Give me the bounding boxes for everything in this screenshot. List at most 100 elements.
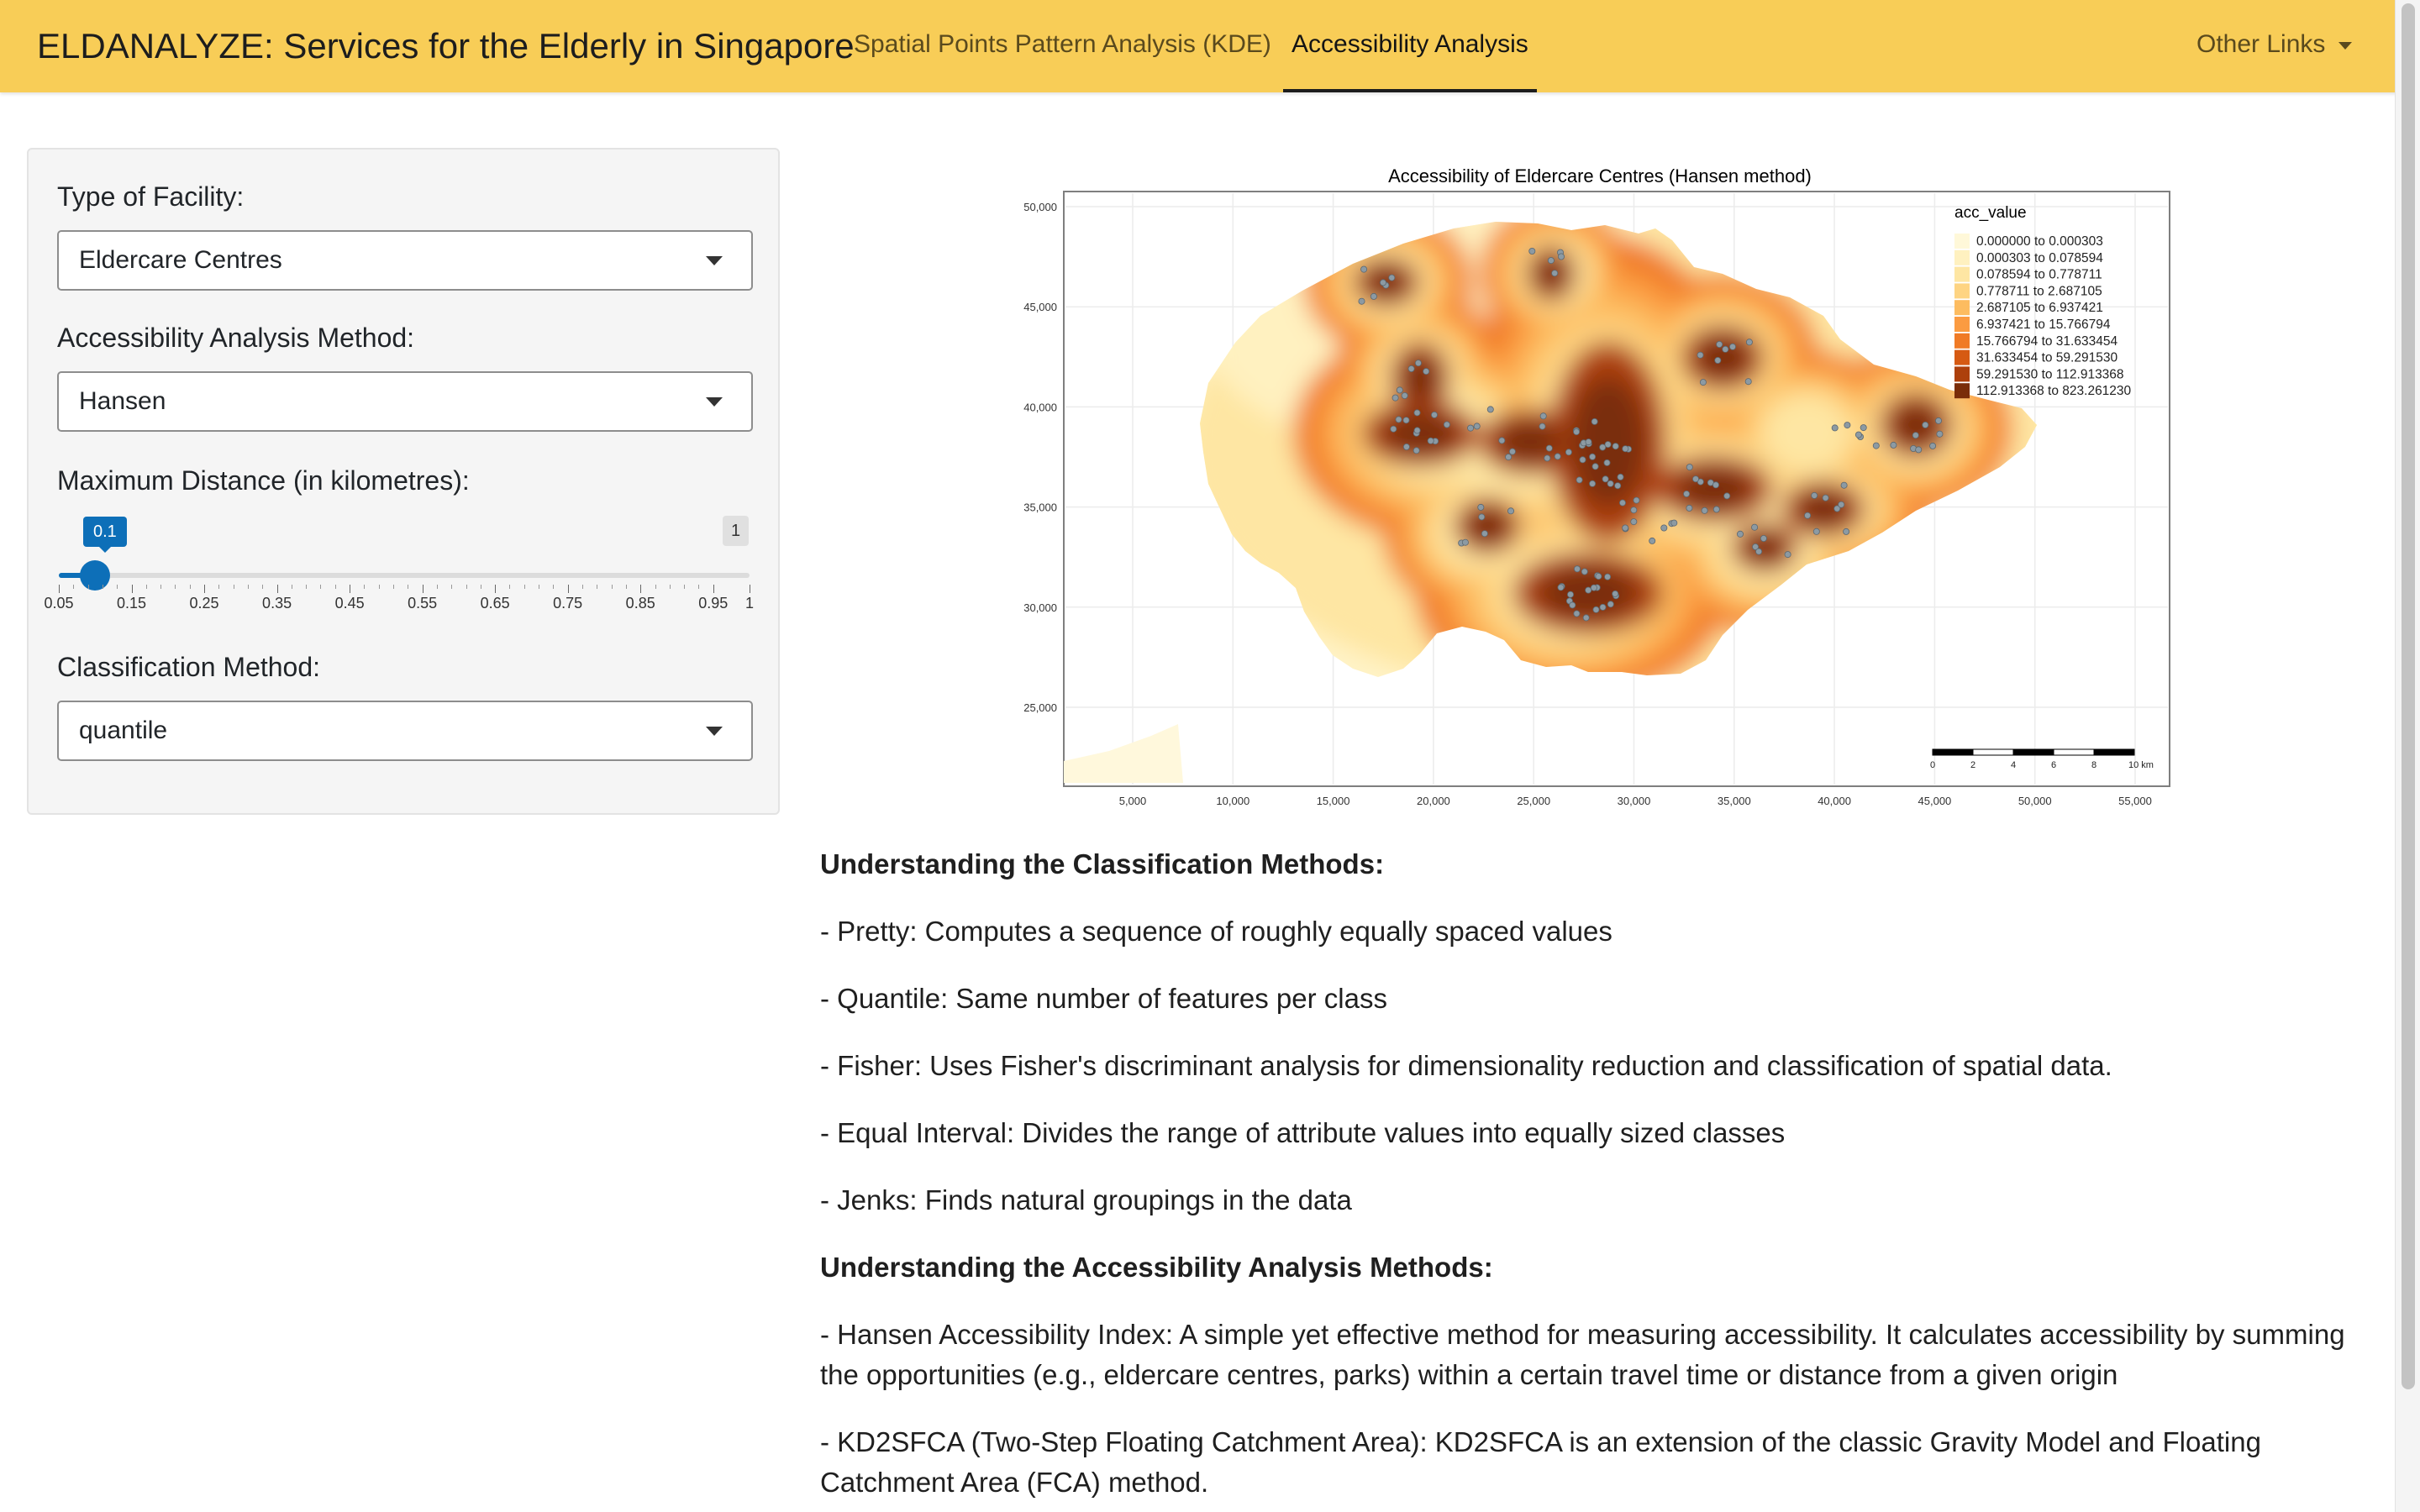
x-tick-label: 25,000	[1517, 795, 1550, 807]
legend-label: 2.687105 to 6.937421	[1976, 301, 2103, 315]
scale-segment	[2012, 748, 2054, 756]
facility-point	[1390, 425, 1397, 433]
facility-point	[1507, 507, 1515, 515]
facility-point	[1784, 551, 1791, 559]
method-select[interactable]: Hansen	[57, 371, 753, 432]
slider-tick	[567, 585, 569, 593]
scale-label: 6	[2051, 760, 2056, 770]
facility-point	[1554, 453, 1561, 460]
facility-point	[1395, 416, 1402, 423]
facility-point	[1557, 584, 1565, 591]
x-tick-label: 55,000	[2118, 795, 2152, 807]
chevron-down-icon	[706, 397, 723, 407]
slider-tick-label: 0.45	[334, 595, 365, 612]
facility-point	[1722, 345, 1729, 353]
tab-kde[interactable]: Spatial Points Pattern Analysis (KDE)	[854, 30, 1271, 58]
slider-tick-label: 0.55	[408, 595, 438, 612]
slider-minor-tick	[378, 585, 380, 589]
facility-point	[1604, 441, 1612, 449]
slider-minor-tick	[684, 585, 686, 589]
facility-point	[1585, 438, 1592, 446]
facility-point	[1712, 481, 1720, 489]
facility-point	[1590, 584, 1597, 591]
legend-label: 0.778711 to 2.687105	[1976, 284, 2102, 298]
slider-tick-label: 0.95	[698, 595, 729, 612]
app-title[interactable]: ELDANALYZE: Services for the Elderly in …	[37, 26, 855, 66]
y-tick-label: 30,000	[1023, 601, 1057, 614]
facility-point	[1607, 480, 1614, 487]
facility-point	[1413, 409, 1421, 417]
facility-point	[1729, 343, 1737, 350]
distance-slider-handle[interactable]	[80, 560, 111, 591]
other-links-dropdown[interactable]: Other Links	[2196, 0, 2353, 92]
scrollbar-thumb[interactable]	[2402, 3, 2415, 1389]
facility-point	[1686, 464, 1693, 471]
scale-segment	[1972, 748, 2014, 756]
facility-point	[1714, 356, 1722, 364]
facility-point	[1558, 253, 1565, 260]
other-links-label: Other Links	[2196, 30, 2326, 58]
legend-swatch	[1954, 317, 1970, 332]
facility-point	[1370, 292, 1377, 300]
classification-select[interactable]: quantile	[57, 701, 753, 761]
distance-slider-track[interactable]	[59, 573, 750, 578]
x-tick-label: 35,000	[1718, 795, 1751, 807]
facility-point	[1477, 503, 1485, 511]
facility-point	[1396, 386, 1403, 394]
facility-point	[1649, 537, 1656, 544]
legend-swatch	[1954, 234, 1970, 249]
slider-minor-tick	[247, 585, 249, 589]
facility-point	[1567, 591, 1575, 598]
slider-minor-tick	[262, 585, 264, 589]
heat-blob	[1764, 396, 1849, 471]
x-tick-label: 5,000	[1119, 795, 1147, 807]
scale-label: 2	[1970, 760, 1975, 770]
facility-point	[1573, 610, 1581, 617]
scale-segment	[1932, 748, 1974, 756]
facility-point	[1692, 475, 1700, 483]
facility-point	[1872, 442, 1880, 449]
method-select-value: Hansen	[79, 387, 166, 415]
facility-point	[1528, 248, 1536, 255]
slider-tick	[204, 585, 206, 593]
facility-point	[1505, 454, 1512, 461]
slider-minor-tick	[364, 585, 366, 589]
slider-minor-tick	[218, 585, 220, 589]
facility-point	[1599, 444, 1607, 451]
scale-label: 10 km	[2128, 760, 2154, 770]
facility-point	[1752, 543, 1760, 550]
slider-tick	[640, 585, 642, 593]
slider-minor-tick	[117, 585, 118, 589]
western-land	[1064, 724, 1183, 783]
facility-point	[1413, 427, 1421, 434]
slider-minor-tick	[73, 585, 75, 589]
facility-point	[1544, 454, 1551, 462]
facility-select-value: Eldercare Centres	[79, 246, 282, 274]
facility-point	[1392, 394, 1399, 402]
facility-point	[1619, 499, 1627, 507]
facility-point	[1712, 506, 1720, 513]
facility-point	[1755, 548, 1763, 555]
facility-point	[1737, 530, 1744, 538]
caret-down-icon	[2338, 41, 2353, 50]
classification-select-value: quantile	[79, 717, 168, 744]
scale-label: 8	[2091, 760, 2096, 770]
tab-accessibility-analysis[interactable]: Accessibility Analysis	[1283, 0, 1537, 92]
facility-point	[1838, 501, 1845, 508]
navbar: ELDANALYZE: Services for the Elderly in …	[0, 0, 2420, 92]
legend-swatch	[1954, 283, 1970, 299]
slider-tick-label: 0.85	[625, 595, 655, 612]
facility-point	[1508, 448, 1516, 455]
facility-point	[1573, 428, 1581, 436]
scale-bar: 0 2 4 6 8 10 km	[1930, 748, 2154, 770]
heat-core-inner	[1534, 255, 1568, 293]
facility-point	[1915, 446, 1923, 454]
facility-point	[1414, 360, 1422, 367]
facility-select[interactable]: Eldercare Centres	[57, 230, 753, 291]
facility-point	[1929, 442, 1937, 449]
facility-point	[1843, 528, 1850, 535]
x-tick-label: 45,000	[1918, 795, 1952, 807]
facility-point	[1804, 512, 1812, 519]
page-scrollbar[interactable]	[2395, 0, 2420, 1512]
facility-point	[1670, 519, 1678, 527]
